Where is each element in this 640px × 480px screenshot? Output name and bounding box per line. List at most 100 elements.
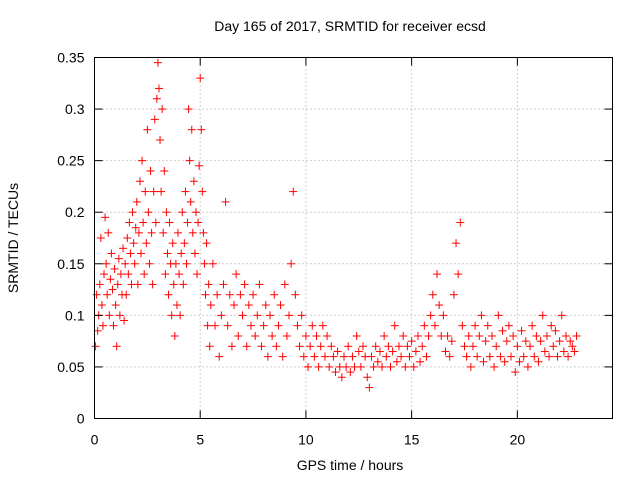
data-point — [445, 352, 454, 361]
data-point — [285, 311, 294, 320]
data-point — [280, 280, 289, 289]
data-point — [108, 285, 117, 294]
data-point — [167, 311, 176, 320]
data-point — [426, 311, 435, 320]
data-point — [92, 290, 101, 299]
data-point — [320, 352, 329, 361]
data-point — [291, 290, 300, 299]
data-point — [116, 270, 125, 279]
data-point — [566, 337, 575, 346]
data-point — [174, 228, 183, 237]
data-point — [185, 156, 194, 165]
data-point — [251, 331, 260, 340]
data-point — [213, 290, 222, 299]
data-point — [526, 342, 535, 351]
data-point — [464, 331, 473, 340]
data-point — [331, 368, 340, 377]
data-point — [274, 321, 283, 330]
data-point — [314, 362, 323, 371]
data-point — [91, 342, 100, 351]
data-point — [199, 228, 208, 237]
y-tick-label: 0.3 — [65, 101, 85, 117]
data-point — [176, 311, 185, 320]
y-tick-label: 0.25 — [57, 153, 84, 169]
data-point — [422, 352, 431, 361]
data-point — [139, 218, 148, 227]
data-point — [217, 311, 226, 320]
data-point — [367, 352, 376, 361]
data-point — [197, 125, 206, 134]
data-point — [158, 105, 167, 114]
data-point — [494, 311, 503, 320]
data-point — [513, 342, 522, 351]
data-point — [452, 239, 461, 248]
data-point — [511, 368, 520, 377]
data-point — [142, 239, 151, 248]
data-point — [301, 331, 310, 340]
data-point — [507, 352, 516, 361]
data-point — [169, 280, 178, 289]
x-axis-title: GPS time / hours — [297, 457, 404, 473]
data-point — [409, 362, 418, 371]
x-tick-label: 0 — [91, 432, 99, 448]
data-point — [145, 259, 154, 268]
axis-ticks — [94, 57, 613, 419]
data-point — [119, 244, 128, 253]
data-point — [454, 270, 463, 279]
data-point — [403, 342, 412, 351]
data-point — [559, 347, 568, 356]
data-point — [509, 331, 518, 340]
data-point — [439, 311, 448, 320]
data-point — [502, 337, 511, 346]
data-point — [97, 301, 106, 310]
data-point — [430, 321, 439, 330]
y-tick-labels: 0 0.05 0.1 0.15 0.2 0.25 0.3 0.35 — [57, 50, 84, 427]
data-point — [152, 94, 161, 103]
data-point — [468, 342, 477, 351]
data-point — [113, 280, 122, 289]
data-point — [105, 311, 114, 320]
data-point — [123, 234, 132, 242]
data-point — [532, 331, 541, 340]
data-point — [125, 218, 134, 227]
data-point — [126, 249, 135, 258]
data-point — [221, 197, 230, 206]
data-point — [354, 347, 363, 356]
data-point — [171, 259, 180, 268]
data-point — [397, 352, 406, 361]
data-point — [121, 259, 130, 268]
data-point — [131, 223, 140, 232]
data-point — [299, 352, 308, 361]
data-point — [515, 357, 524, 366]
data-point — [115, 311, 124, 320]
y-axis-title: SRMTID / TECUs — [5, 183, 21, 293]
data-point — [413, 331, 422, 340]
data-point — [371, 342, 380, 351]
data-point — [249, 290, 258, 299]
data-point — [223, 321, 232, 330]
data-point — [405, 352, 414, 361]
data-point — [149, 187, 158, 196]
data-point — [473, 352, 482, 361]
data-point — [147, 228, 156, 237]
data-point — [390, 321, 399, 330]
data-point — [500, 357, 509, 366]
y-tick-label: 0.35 — [57, 50, 84, 66]
data-point — [128, 208, 137, 217]
y-tick-label: 0.05 — [57, 359, 84, 375]
data-point — [483, 321, 492, 330]
data-point — [382, 352, 391, 361]
data-point — [211, 321, 220, 330]
data-point — [265, 311, 274, 320]
x-tick-label: 10 — [298, 432, 314, 448]
data-point — [407, 337, 416, 346]
data-point — [428, 290, 437, 299]
data-point — [188, 228, 197, 237]
data-point — [295, 342, 304, 351]
data-point — [96, 234, 105, 242]
data-point — [479, 357, 488, 366]
data-point — [316, 342, 325, 351]
data-point — [165, 218, 174, 227]
data-point — [392, 357, 401, 366]
